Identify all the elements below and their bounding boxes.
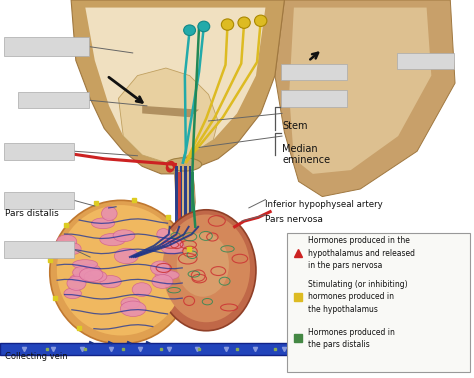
Ellipse shape [166,158,202,171]
Polygon shape [142,106,199,117]
Ellipse shape [157,229,170,240]
Ellipse shape [151,261,170,275]
Bar [191,172,194,225]
Polygon shape [275,0,455,197]
Ellipse shape [121,297,140,308]
Ellipse shape [84,271,107,282]
Ellipse shape [183,25,196,36]
Ellipse shape [161,239,184,254]
Text: Pars distalis: Pars distalis [5,209,58,218]
Ellipse shape [73,266,91,279]
Ellipse shape [101,207,117,221]
Bar [178,172,181,225]
Ellipse shape [79,264,101,279]
FancyBboxPatch shape [397,53,454,69]
Bar [184,166,187,225]
Text: Stimulating (or inhibiting)
hormones produced in
the hypothalamus: Stimulating (or inhibiting) hormones pro… [308,280,408,314]
Ellipse shape [100,233,126,246]
Ellipse shape [177,232,229,297]
Bar [180,166,182,225]
Ellipse shape [57,205,185,336]
Ellipse shape [91,218,115,229]
Ellipse shape [221,19,234,30]
FancyBboxPatch shape [18,92,89,108]
Text: Inferior hypophyseal artery: Inferior hypophyseal artery [265,200,383,209]
Text: Hormones produced in the
hypothalamus and released
in the pars nervosa: Hormones produced in the hypothalamus an… [308,236,415,270]
Ellipse shape [238,17,250,28]
Text: Stem: Stem [282,121,308,131]
Ellipse shape [80,268,103,282]
Polygon shape [118,68,218,163]
Ellipse shape [156,210,256,331]
FancyBboxPatch shape [4,192,74,209]
FancyBboxPatch shape [4,241,74,258]
Bar [0,343,303,355]
Ellipse shape [67,276,86,290]
Ellipse shape [132,283,151,296]
Text: Collecting vein: Collecting vein [5,352,67,361]
Ellipse shape [113,230,135,242]
FancyBboxPatch shape [281,64,347,80]
FancyBboxPatch shape [281,90,347,107]
FancyBboxPatch shape [4,143,74,160]
Ellipse shape [162,215,250,322]
Text: Hormones produced in
the pars distalis: Hormones produced in the pars distalis [308,328,395,349]
FancyBboxPatch shape [4,37,89,56]
Polygon shape [71,0,284,174]
Text: Pars nervosa: Pars nervosa [265,215,323,225]
Ellipse shape [70,274,95,282]
Ellipse shape [114,248,138,264]
Ellipse shape [152,274,173,288]
Bar [175,166,178,225]
Ellipse shape [155,271,179,280]
Polygon shape [85,8,265,163]
FancyBboxPatch shape [287,233,470,372]
Ellipse shape [73,260,98,269]
Ellipse shape [100,276,121,288]
Ellipse shape [67,243,81,254]
Ellipse shape [50,200,192,344]
Text: Median
eminence: Median eminence [282,144,330,165]
Ellipse shape [198,21,210,32]
Ellipse shape [120,301,146,316]
Ellipse shape [255,15,267,26]
Ellipse shape [57,235,77,248]
Bar [189,166,191,225]
Polygon shape [289,8,431,174]
Polygon shape [168,161,195,227]
Ellipse shape [64,288,82,299]
